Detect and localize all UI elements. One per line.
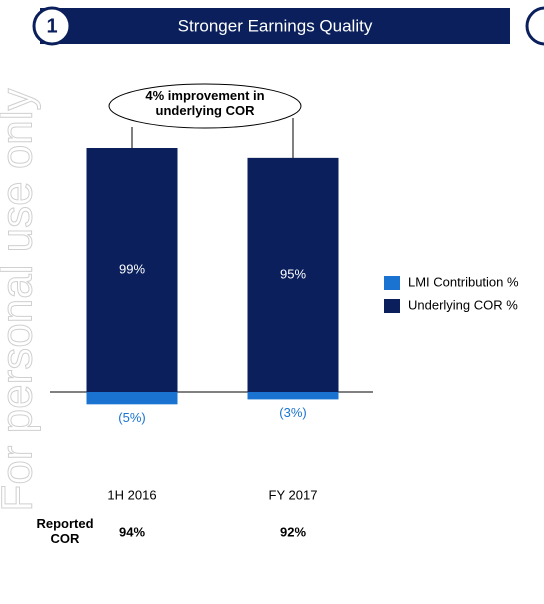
reported-value: 92% (280, 524, 306, 539)
header-bar (40, 8, 510, 44)
section-number: 1 (46, 15, 57, 37)
bar-segment (247, 157, 339, 392)
bar-segment (86, 392, 178, 405)
reported-label: Reported COR (36, 516, 94, 546)
next-section-badge (525, 6, 544, 46)
data-label: (5%) (118, 410, 145, 425)
x-tick-label: FY 2017 (269, 487, 318, 502)
annotation-box: 4% improvement in underlying COR (145, 88, 265, 118)
data-label: (3%) (279, 405, 306, 420)
bar-segment (86, 148, 178, 392)
data-label: 95% (280, 266, 306, 281)
reported-value: 94% (119, 524, 145, 539)
annotation-bubble (108, 83, 302, 129)
legend-swatch (384, 276, 400, 290)
legend-label: Underlying COR % (408, 297, 518, 312)
annotation: 4% improvement in underlying COR (145, 88, 265, 118)
data-label: 99% (119, 261, 145, 276)
x-tick-label: 1H 2016 (107, 487, 156, 502)
watermark: For personal use only (0, 88, 42, 511)
reported-box: Reported COR (36, 516, 94, 546)
bar-segment (247, 392, 339, 400)
section-badge (32, 6, 72, 46)
legend-label: LMI Contribution % (408, 274, 519, 289)
chart-title: Stronger Earnings Quality (178, 16, 373, 35)
legend-swatch (384, 299, 400, 313)
